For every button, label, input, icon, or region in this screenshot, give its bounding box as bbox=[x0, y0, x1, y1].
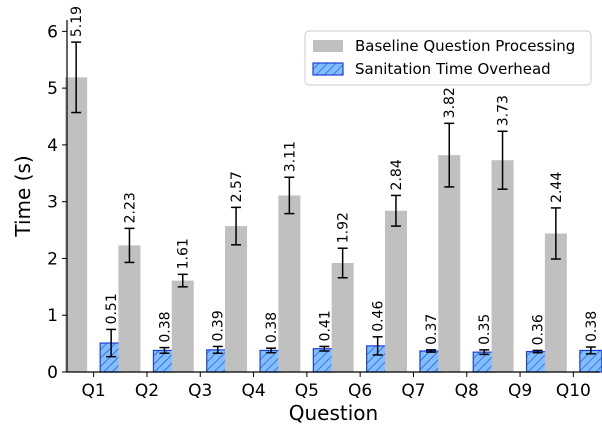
baseline-error-bar-q5 bbox=[284, 176, 295, 215]
sanitation-value-label-q7: 0.37 bbox=[424, 314, 440, 345]
baseline-error-bar-q7 bbox=[390, 194, 401, 227]
sanitation-value-label-q10: 0.38 bbox=[584, 311, 600, 342]
sanitation-value-label-q4: 0.38 bbox=[264, 312, 280, 343]
sanitation-error-bar-q3 bbox=[212, 345, 223, 355]
x-tick-label-q10: Q10 bbox=[556, 381, 591, 401]
sanitation-error-bar-q4 bbox=[266, 347, 277, 354]
baseline-error-bar-q3 bbox=[177, 273, 188, 288]
baseline-bar-q9 bbox=[491, 160, 514, 372]
baseline-value-label-q9: 3.73 bbox=[496, 95, 512, 126]
sanitation-value-label-q2: 0.38 bbox=[157, 311, 173, 342]
baseline-bar-q1 bbox=[65, 77, 88, 373]
sanitation-error-bar-q8 bbox=[479, 349, 490, 356]
legend-frame bbox=[304, 30, 592, 86]
legend-swatch-sanitation bbox=[312, 62, 344, 76]
y-tick-label-3: 3 bbox=[47, 193, 58, 213]
legend-label-baseline: Baseline Question Processing bbox=[355, 37, 575, 55]
sanitation-error-bar-q2 bbox=[159, 346, 170, 355]
baseline-error-bar-q2 bbox=[124, 227, 135, 264]
baseline-error-bar-q10 bbox=[550, 207, 561, 260]
baseline-value-label-q3: 1.61 bbox=[176, 238, 192, 269]
baseline-error-bar-q9 bbox=[497, 130, 508, 190]
y-tick-label-6: 6 bbox=[47, 22, 58, 42]
value-labels-layer: 5.19 0.51 2.23 0.38 1.61 0.39 2.57 0.38 3.11 0.41… bbox=[69, 6, 600, 345]
x-tick-label-q9: Q9 bbox=[508, 381, 532, 401]
y-tick-label-5: 5 bbox=[47, 79, 58, 99]
baseline-value-label-q7: 2.84 bbox=[389, 159, 405, 190]
x-tick-label-q5: Q5 bbox=[295, 381, 319, 401]
y-tick-label-4: 4 bbox=[47, 136, 58, 156]
y-axis-title: Time (s) bbox=[11, 155, 35, 237]
x-tick-label-q8: Q8 bbox=[455, 381, 479, 401]
sanitation-value-label-q9: 0.36 bbox=[531, 314, 547, 345]
ticks-layer: Q1 Q2 Q3 Q4 Q5 Q6 Q7 Q8 Q9 Q10 0 1 2 3 4 5 6 bbox=[47, 22, 591, 401]
baseline-bar-q6 bbox=[331, 262, 354, 372]
baseline-bar-q8 bbox=[438, 155, 461, 372]
legend-swatch-baseline bbox=[313, 40, 343, 52]
baseline-error-bar-q8 bbox=[444, 122, 455, 188]
x-tick-label-q2: Q2 bbox=[135, 381, 159, 401]
x-tick-label-q7: Q7 bbox=[401, 381, 425, 401]
baseline-error-bar-q4 bbox=[231, 206, 242, 246]
x-axis-title: Question bbox=[289, 401, 378, 425]
baseline-bar-q4 bbox=[225, 226, 248, 372]
sanitation-error-bar-q10 bbox=[585, 346, 596, 355]
baseline-value-label-q6: 1.92 bbox=[336, 212, 352, 243]
baseline-value-label-q2: 2.23 bbox=[122, 192, 138, 223]
baseline-error-bar-q6 bbox=[337, 247, 348, 279]
sanitation-value-label-q6: 0.46 bbox=[371, 301, 387, 332]
sanitation-error-bar-q9 bbox=[532, 349, 543, 354]
sanitation-value-label-q8: 0.35 bbox=[477, 314, 493, 345]
sanitation-value-label-q5: 0.41 bbox=[317, 310, 333, 341]
sanitation-value-label-q3: 0.39 bbox=[211, 310, 227, 341]
y-tick-label-0: 0 bbox=[47, 363, 58, 383]
baseline-value-label-q4: 2.57 bbox=[229, 171, 245, 202]
axes-layer bbox=[66, 20, 600, 373]
baseline-bar-q3 bbox=[171, 280, 194, 372]
baseline-value-label-q8: 3.82 bbox=[442, 87, 458, 118]
legend-label-sanitation: Sanitation Time Overhead bbox=[355, 60, 551, 78]
sanitation-error-bar-q7 bbox=[425, 349, 436, 353]
baseline-bar-q7 bbox=[384, 210, 407, 372]
sanitation-error-bar-q5 bbox=[319, 345, 330, 352]
error-bars-layer bbox=[71, 41, 596, 358]
x-tick-label-q3: Q3 bbox=[188, 381, 212, 401]
y-tick-label-1: 1 bbox=[47, 306, 58, 326]
x-tick-label-q1: Q1 bbox=[82, 381, 106, 401]
baseline-bar-q5 bbox=[278, 195, 301, 372]
baseline-bar-q10 bbox=[544, 233, 567, 372]
baseline-value-label-q1: 5.19 bbox=[69, 6, 85, 37]
x-tick-label-q6: Q6 bbox=[348, 381, 372, 401]
baseline-value-label-q10: 2.44 bbox=[549, 172, 565, 203]
sanitation-value-label-q1: 0.51 bbox=[104, 293, 120, 324]
sanitation-error-bar-q6 bbox=[372, 336, 383, 356]
baseline-value-label-q5: 3.11 bbox=[282, 141, 298, 172]
legend: Baseline Question Processing Sanitation … bbox=[304, 30, 592, 86]
x-tick-label-q4: Q4 bbox=[241, 381, 265, 401]
baseline-bar-q2 bbox=[118, 245, 141, 372]
sanitation-error-bar-q1 bbox=[106, 328, 117, 358]
bars-layer bbox=[65, 77, 602, 373]
y-tick-label-2: 2 bbox=[47, 249, 58, 269]
baseline-error-bar-q1 bbox=[71, 41, 82, 114]
